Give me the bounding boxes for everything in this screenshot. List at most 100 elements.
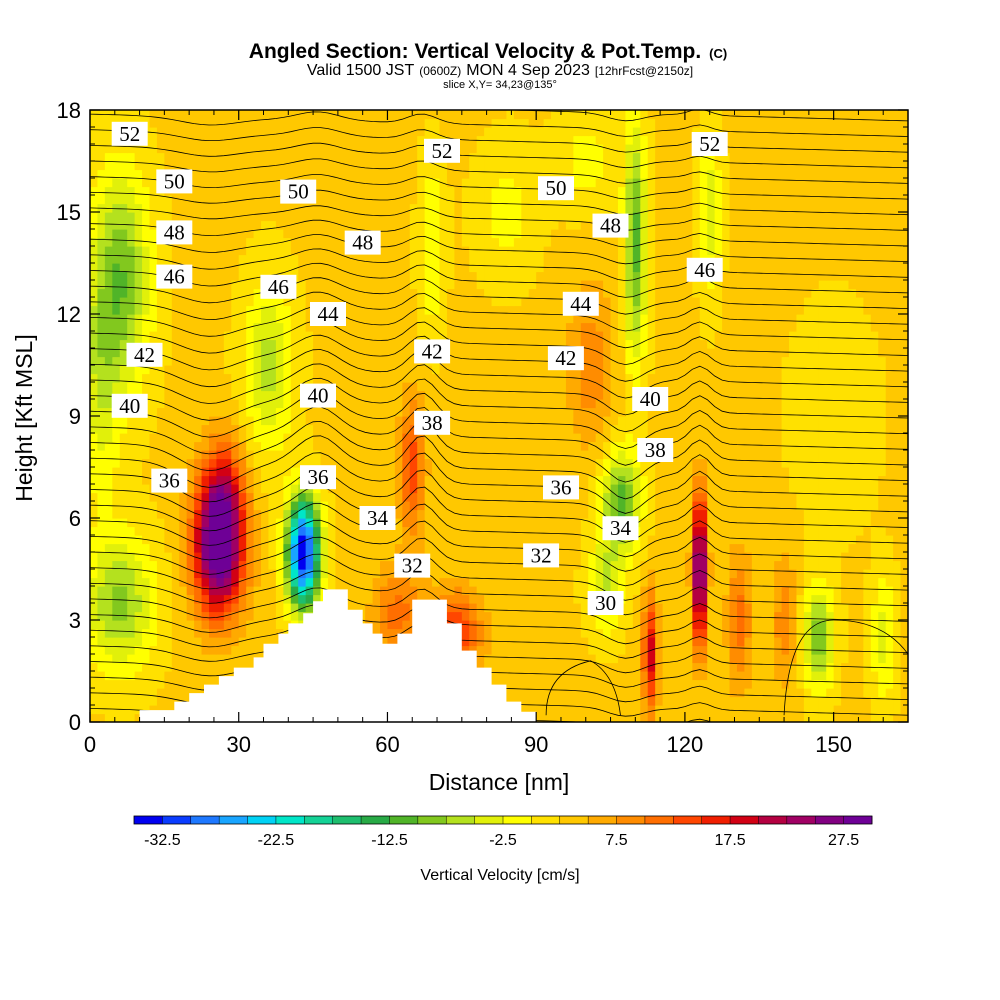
velocity-cell [833,424,842,434]
velocity-cell [238,645,247,655]
velocity-cell [417,509,426,519]
velocity-cell [885,509,894,519]
velocity-cell [127,501,136,511]
velocity-cell [268,484,277,494]
velocity-cell [551,433,560,443]
velocity-cell [744,628,753,638]
velocity-cell [491,441,500,451]
velocity-cell [565,713,574,722]
velocity-cell [491,628,500,638]
velocity-cell [90,543,99,553]
velocity-cell [521,475,530,485]
velocity-cell [833,450,842,460]
velocity-cell [469,543,478,553]
velocity-cell [365,560,374,570]
velocity-cell [290,484,299,494]
velocity-cell [461,458,470,468]
velocity-cell [491,611,500,621]
velocity-cell [142,679,151,689]
velocity-cell [699,399,708,409]
velocity-cell [283,441,292,451]
velocity-cell [543,586,552,596]
velocity-cell [253,526,262,536]
velocity-cell [573,433,582,443]
velocity-cell [402,339,411,349]
velocity-cell [818,433,827,443]
velocity-cell [580,501,589,511]
velocity-cell [893,373,902,383]
velocity-cell [692,645,701,655]
velocity-cell [893,671,902,681]
velocity-cell [885,416,894,426]
velocity-cell [90,416,99,426]
velocity-cell [885,535,894,545]
velocity-cell [335,390,344,400]
velocity-cell [432,382,441,392]
velocity-cell [305,407,314,417]
velocity-cell [781,501,790,511]
velocity-cell [677,620,686,630]
velocity-cell [833,671,842,681]
velocity-cell [588,586,597,596]
velocity-cell [878,535,887,545]
velocity-cell [402,458,411,468]
velocity-cell [796,654,805,664]
velocity-cell [380,475,389,485]
velocity-cell [662,526,671,536]
velocity-cell [149,526,158,536]
velocity-cell [365,543,374,553]
velocity-cell [491,356,500,366]
velocity-cell [439,433,448,443]
velocity-cell [848,705,857,715]
velocity-cell [350,433,359,443]
velocity-cell [736,705,745,715]
velocity-cell [759,645,768,655]
velocity-cell [97,662,106,672]
velocity-cell [729,399,738,409]
velocity-cell [870,450,879,460]
velocity-cell [565,458,574,468]
velocity-cell [640,705,649,715]
velocity-cell [164,671,173,681]
velocity-cell [573,628,582,638]
velocity-cell [878,382,887,392]
velocity-cell [528,509,537,519]
velocity-cell [104,518,113,528]
velocity-cell [818,586,827,596]
velocity-cell [186,628,195,638]
velocity-cell [446,543,455,553]
velocity-cell [826,339,835,349]
velocity-cell [127,688,136,698]
velocity-cell [402,433,411,443]
velocity-cell [885,373,894,383]
velocity-cell [855,492,864,502]
velocity-cell [394,594,403,604]
velocity-cell [811,688,820,698]
velocity-cell [893,518,902,528]
velocity-cell [833,373,842,383]
velocity-cell [90,339,99,349]
velocity-cell [283,424,292,434]
velocity-cell [357,458,366,468]
velocity-cell [692,705,701,715]
velocity-cell [707,492,716,502]
velocity-cell [216,637,225,647]
velocity-cell [97,382,106,392]
velocity-cell [536,441,545,451]
velocity-cell [164,603,173,613]
velocity-cell [774,577,783,587]
velocity-cell [171,373,180,383]
velocity-cell [736,594,745,604]
velocity-cell [900,407,908,417]
velocity-cell [610,399,619,409]
velocity-cell [268,526,277,536]
velocity-cell [759,705,768,715]
velocity-cell [208,492,218,502]
velocity-cell [156,654,165,664]
velocity-cell [342,339,351,349]
velocity-cell [521,577,530,587]
velocity-cell [469,382,478,392]
velocity-cell [781,594,790,604]
velocity-cell [208,416,218,426]
velocity-cell [90,637,99,647]
